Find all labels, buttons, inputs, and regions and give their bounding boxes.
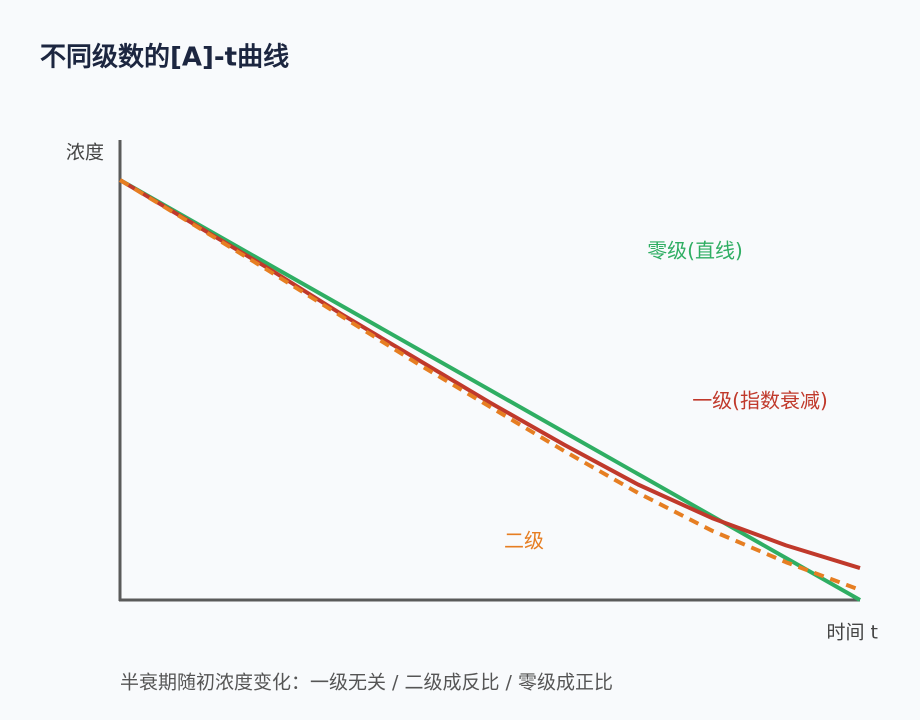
y-axis-label: 浓度 <box>66 142 104 164</box>
series-line <box>118 178 861 570</box>
x-axis-label: 时间 t <box>827 622 879 644</box>
series-line <box>119 178 861 602</box>
chart-title: 不同级数的[A]-t曲线 <box>40 42 289 73</box>
series-label: 一级(指数衰减) <box>692 389 828 413</box>
series-line <box>118 178 861 592</box>
footnote: 半衰期随初浓度变化：一级无关 / 二级成反比 / 零级成正比 <box>120 672 613 694</box>
series-label: 零级(直线) <box>647 239 743 263</box>
series-label: 二级 <box>504 529 544 553</box>
